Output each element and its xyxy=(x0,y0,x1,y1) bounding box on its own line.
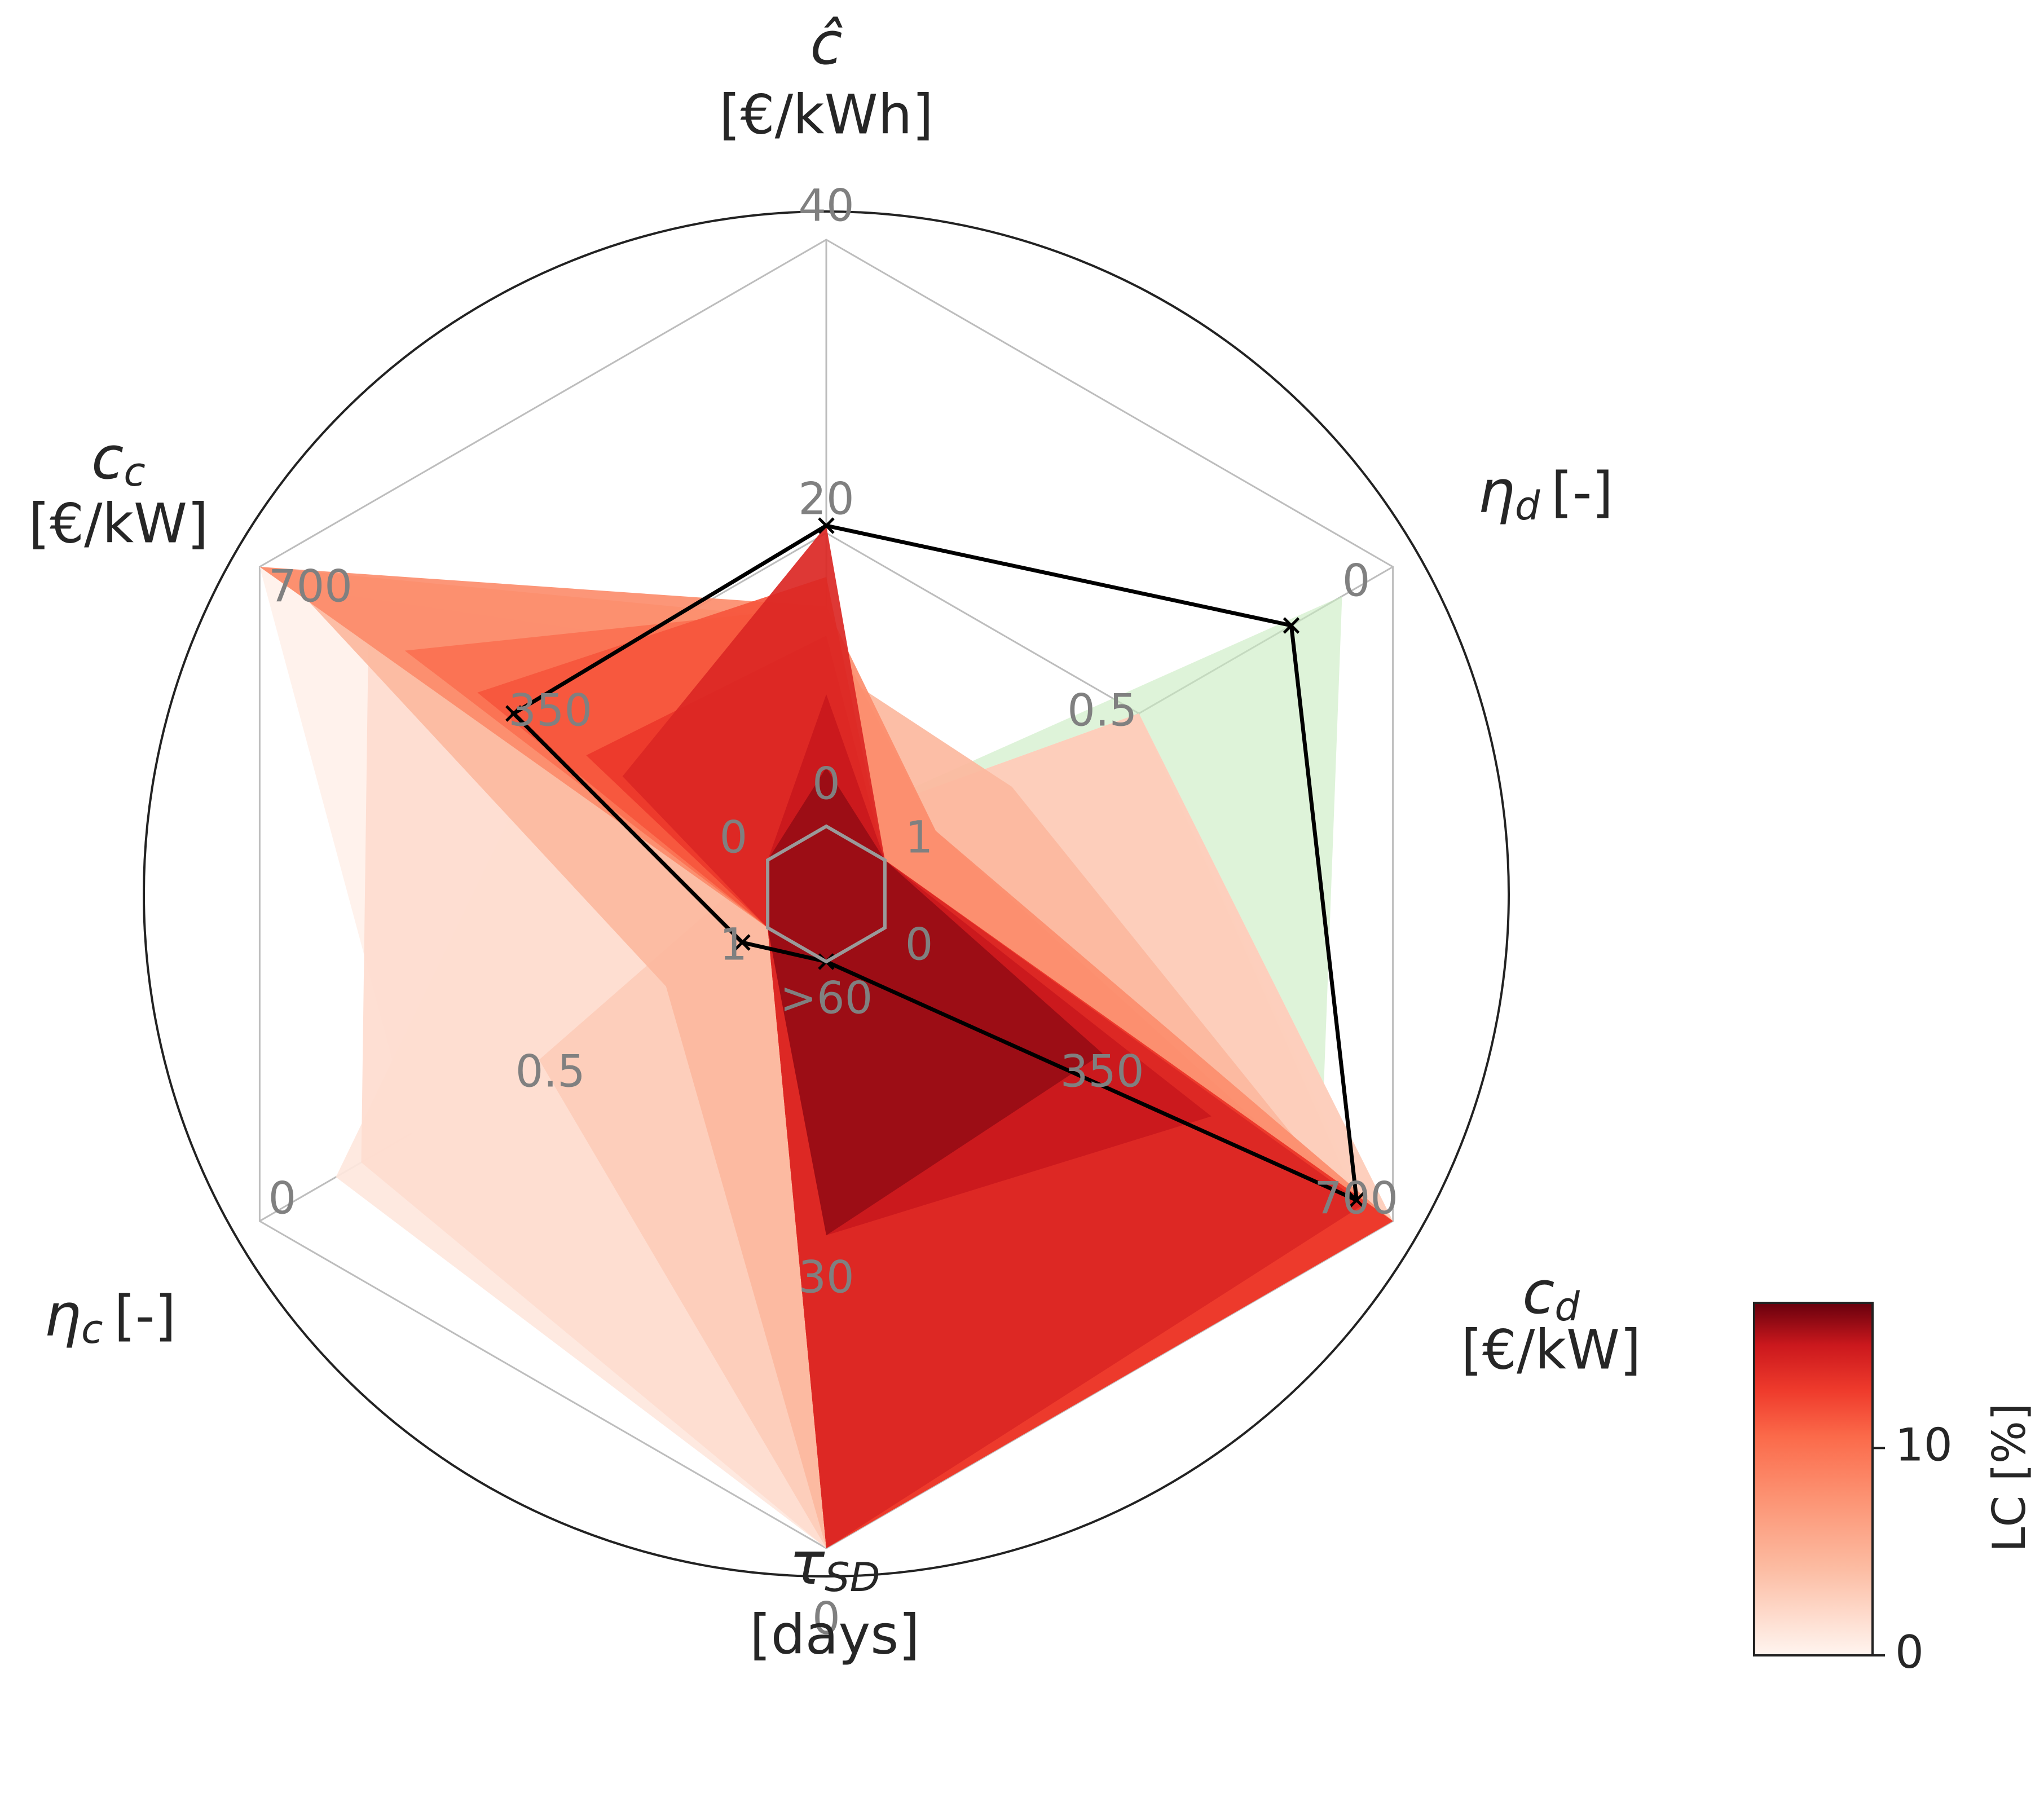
axis-label-symbol: ηd [-] xyxy=(1478,457,1613,529)
tick-label: 0 xyxy=(1342,556,1371,606)
axis-label-symbol: ηc [-] xyxy=(44,1281,176,1352)
axis-label-unit: [days] xyxy=(750,1603,920,1666)
axis-label-symbol: cc xyxy=(91,424,146,495)
axis-label-symbol: ĉ xyxy=(810,9,843,78)
reference-marker xyxy=(818,517,835,534)
tick-label: 700 xyxy=(268,561,353,612)
tick-label: 0 xyxy=(720,812,748,863)
tick-label: 1 xyxy=(720,919,748,970)
tick-label: 0 xyxy=(812,1593,840,1644)
tick-label: 0.5 xyxy=(516,1046,585,1097)
tick-label: 350 xyxy=(1060,1046,1144,1097)
tick-label: 350 xyxy=(508,685,592,736)
inner-hexagon xyxy=(766,824,887,964)
tick-label: 20 xyxy=(798,474,854,525)
colorbar: 0 10 LC [%] xyxy=(1753,1302,2036,1678)
reference-marker xyxy=(1348,1192,1365,1209)
tick-label: 0 xyxy=(905,919,933,970)
inner-hexagon-outline xyxy=(766,824,887,964)
colorbar-ticks: 0 10 xyxy=(1873,1418,1953,1678)
axis-label-unit: [€/kWh] xyxy=(719,83,933,146)
radial-tick-labels: 0 20 40 1 0.5 0 0 350 700 >60 30 0 1 0.5 0 0 350 700 xyxy=(268,180,1398,1644)
tick-label: 0 xyxy=(812,759,840,809)
lc-polygon xyxy=(768,768,1103,1236)
reference-marker xyxy=(734,934,751,951)
axis-label-symbol: τSD xyxy=(790,1529,880,1601)
lc-polygons xyxy=(259,526,1393,1548)
tick-label: 700 xyxy=(1314,1173,1398,1224)
axis-labels: ĉ[€/kWh]ηd [-]cd[€/kW]τSD[days]ηc [-]cc[€/… xyxy=(29,9,1641,1666)
colorbar-tick-label: 0 xyxy=(1895,1626,1924,1678)
tick-label: 1 xyxy=(905,812,933,863)
tick-label: 0.5 xyxy=(1067,685,1137,736)
outer-circle xyxy=(143,210,1510,1578)
tick-label: 40 xyxy=(798,180,854,231)
axis-label-symbol: cd xyxy=(1522,1258,1580,1330)
axis-label-unit: [€/kW] xyxy=(29,492,209,555)
colorbar-tick-label: 10 xyxy=(1895,1418,1953,1471)
tick-label: >60 xyxy=(780,973,873,1024)
reference-marker xyxy=(1283,617,1300,634)
axis-label-unit: [€/kW] xyxy=(1461,1318,1641,1381)
tick-label: 0 xyxy=(268,1173,297,1224)
colorbar-label: LC [%] xyxy=(1983,1403,2036,1552)
reference-marker xyxy=(505,705,522,722)
tick-label: 30 xyxy=(798,1252,854,1303)
colorbar-gradient xyxy=(1753,1302,1874,1656)
